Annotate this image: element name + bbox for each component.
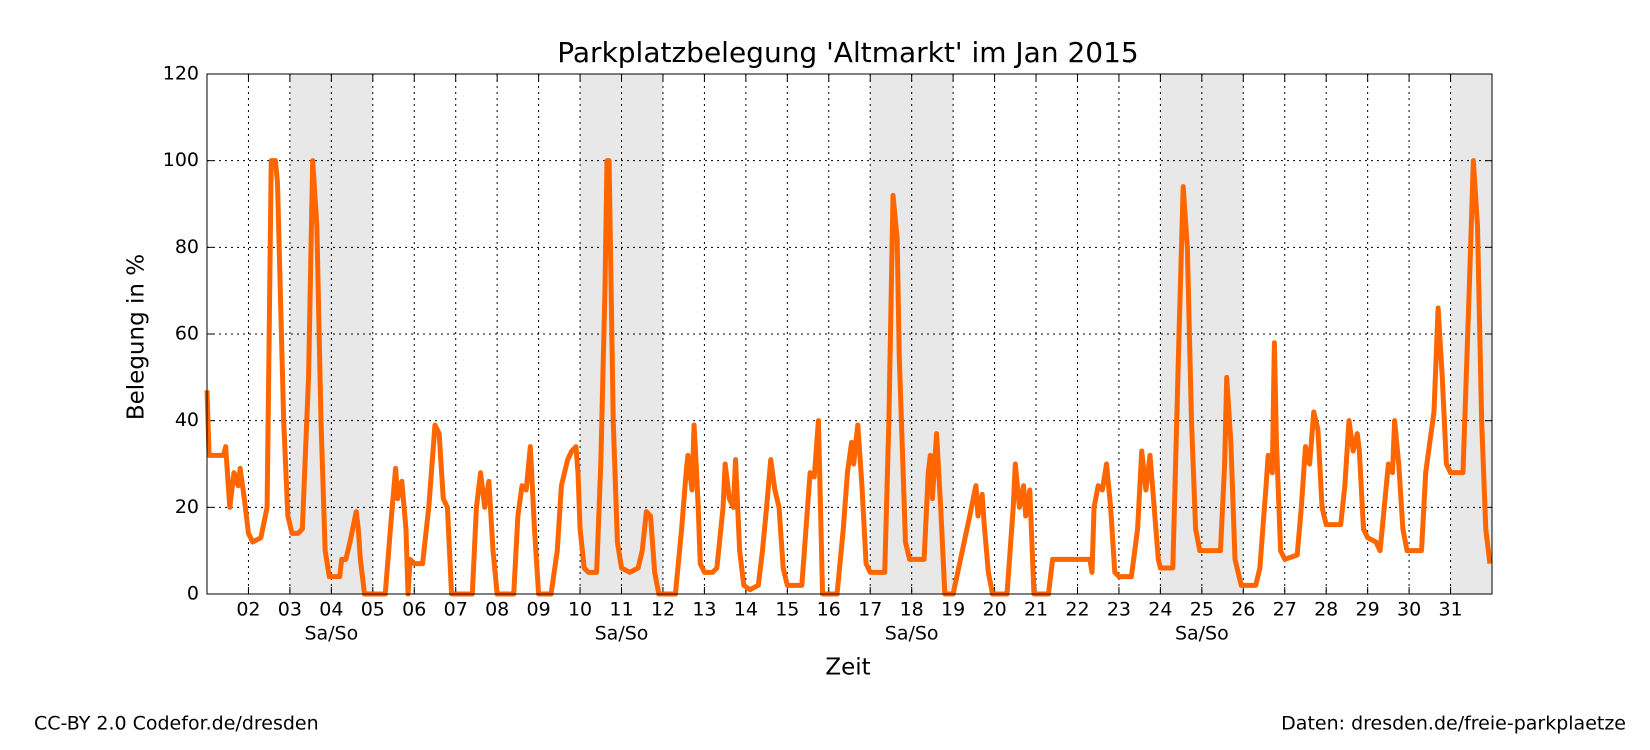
x-tick-label: 04: [319, 599, 343, 621]
x-tick-label: 10: [568, 599, 592, 621]
x-tick-label: 02: [236, 599, 260, 621]
x-tick-label: 20: [982, 599, 1006, 621]
x-tick-label: 15: [775, 599, 799, 621]
x-tick-label: 09: [527, 599, 551, 621]
y-tick-label: 20: [175, 496, 199, 518]
chart-title: Parkplatzbelegung 'Altmarkt' im Jan 2015: [557, 36, 1138, 69]
footer-right: Daten: dresden.de/freie-parkplaetze: [1281, 713, 1626, 735]
x-tick-label: 30: [1397, 599, 1421, 621]
x-tick-label: 25: [1190, 599, 1214, 621]
weekend-label: Sa/So: [885, 623, 939, 645]
x-tick-label: 26: [1231, 599, 1255, 621]
y-axis-label: Belegung in %: [124, 254, 150, 420]
x-tick-label: 17: [858, 599, 882, 621]
weekend-label: Sa/So: [1175, 623, 1229, 645]
x-tick-label: 06: [402, 599, 426, 621]
y-tick-label: 100: [163, 149, 199, 171]
x-tick-label: 08: [485, 599, 509, 621]
x-axis-label: Zeit: [825, 655, 870, 681]
footer-left: CC-BY 2.0 Codefor.de/dresden: [34, 713, 319, 735]
x-tick-label: 03: [278, 599, 302, 621]
y-tick-label: 40: [175, 409, 199, 431]
x-tick-label: 28: [1314, 599, 1338, 621]
y-tick-label: 0: [187, 583, 199, 605]
y-tick-label: 60: [175, 323, 199, 345]
x-tick-label: 27: [1273, 599, 1297, 621]
y-tick-label: 80: [175, 236, 199, 258]
weekend-label: Sa/So: [595, 623, 649, 645]
x-tick-label: 13: [692, 599, 716, 621]
weekend-label: Sa/So: [304, 623, 358, 645]
x-tick-label: 05: [361, 599, 385, 621]
x-tick-label: 12: [651, 599, 675, 621]
x-tick-label: 31: [1438, 599, 1462, 621]
x-tick-label: 21: [1024, 599, 1048, 621]
x-tick-label: 23: [1107, 599, 1131, 621]
x-tick-label: 16: [817, 599, 841, 621]
x-tick-label: 29: [1356, 599, 1380, 621]
y-tick-label: 120: [163, 63, 199, 85]
x-tick-label: 22: [1065, 599, 1089, 621]
x-tick-label: 14: [734, 599, 758, 621]
x-tick-label: 18: [900, 599, 924, 621]
data-line: [204, 158, 1493, 597]
x-tick-label: 11: [609, 599, 633, 621]
plot-frame: [206, 73, 1493, 595]
x-tick-label: 24: [1148, 599, 1172, 621]
x-tick-label: 19: [941, 599, 965, 621]
x-tick-label: 07: [444, 599, 468, 621]
